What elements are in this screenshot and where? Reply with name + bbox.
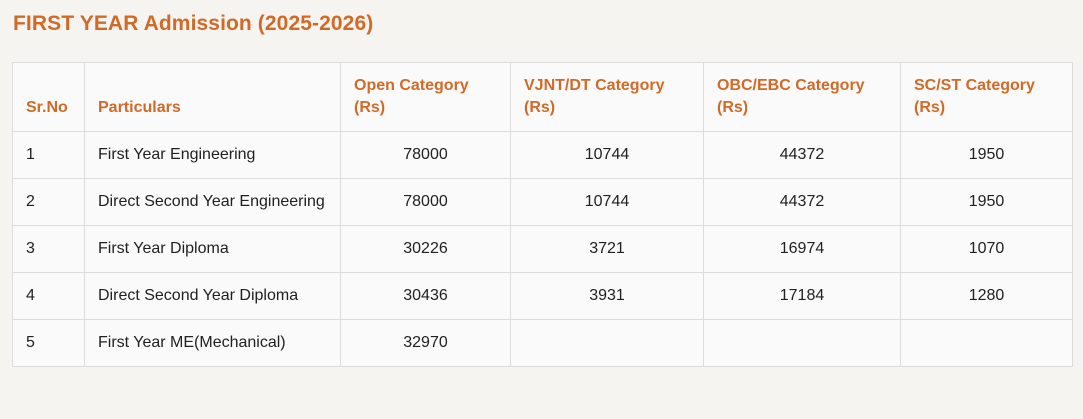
cell-sc-st-category: 1950 [900, 131, 1073, 179]
column-header-particulars: Particulars [84, 62, 341, 132]
cell-sc-st-category: 1280 [900, 272, 1073, 320]
cell-obc-ebc-category: 16974 [703, 225, 901, 273]
cell-particulars: Direct Second Year Engineering [84, 178, 341, 226]
cell-obc-ebc-category: 44372 [703, 178, 901, 226]
table-row: 5 First Year ME(Mechanical) 32970 [12, 319, 1073, 367]
table-header: Sr.No Particulars Open Category (Rs) VJN… [12, 62, 1073, 132]
cell-vjnt-dt-category: 10744 [510, 131, 704, 179]
cell-vjnt-dt-category: 10744 [510, 178, 704, 226]
cell-sc-st-category [900, 319, 1073, 367]
page-title: FIRST YEAR Admission (2025-2026) [13, 12, 374, 35]
admission-fee-table: Sr.No Particulars Open Category (Rs) VJN… [12, 62, 1073, 367]
table-row: 3 First Year Diploma 30226 3721 16974 10… [12, 225, 1073, 273]
page: { "page": { "title": "FIRST YEAR Admissi… [0, 10, 1083, 419]
cell-vjnt-dt-category: 3931 [510, 272, 704, 320]
cell-open-category: 78000 [340, 131, 511, 179]
cell-open-category: 30226 [340, 225, 511, 273]
cell-particulars: First Year Diploma [84, 225, 341, 273]
cell-sr-no: 2 [12, 178, 85, 226]
cell-vjnt-dt-category [510, 319, 704, 367]
cell-particulars: Direct Second Year Diploma [84, 272, 341, 320]
column-header-open-category: Open Category (Rs) [340, 62, 511, 132]
cell-obc-ebc-category: 44372 [703, 131, 901, 179]
table-body: 1 First Year Engineering 78000 10744 443… [12, 131, 1073, 367]
cell-vjnt-dt-category: 3721 [510, 225, 704, 273]
column-header-sr-no: Sr.No [12, 62, 85, 132]
cell-particulars: First Year Engineering [84, 131, 341, 179]
column-header-obc-ebc-category: OBC/EBC Category (Rs) [703, 62, 901, 132]
cell-sc-st-category: 1950 [900, 178, 1073, 226]
cell-sc-st-category: 1070 [900, 225, 1073, 273]
cell-particulars: First Year ME(Mechanical) [84, 319, 341, 367]
cell-sr-no: 5 [12, 319, 85, 367]
cell-open-category: 32970 [340, 319, 511, 367]
column-header-sc-st-category: SC/ST Category (Rs) [900, 62, 1073, 132]
cell-sr-no: 1 [12, 131, 85, 179]
table-row: 1 First Year Engineering 78000 10744 443… [12, 131, 1073, 179]
cell-sr-no: 3 [12, 225, 85, 273]
cell-obc-ebc-category [703, 319, 901, 367]
table-row: 2 Direct Second Year Engineering 78000 1… [12, 178, 1073, 226]
header-row: Sr.No Particulars Open Category (Rs) VJN… [12, 62, 1073, 132]
cell-open-category: 78000 [340, 178, 511, 226]
cell-sr-no: 4 [12, 272, 85, 320]
cell-obc-ebc-category: 17184 [703, 272, 901, 320]
cell-open-category: 30436 [340, 272, 511, 320]
table-row: 4 Direct Second Year Diploma 30436 3931 … [12, 272, 1073, 320]
column-header-vjnt-dt-category: VJNT/DT Category (Rs) [510, 62, 704, 132]
